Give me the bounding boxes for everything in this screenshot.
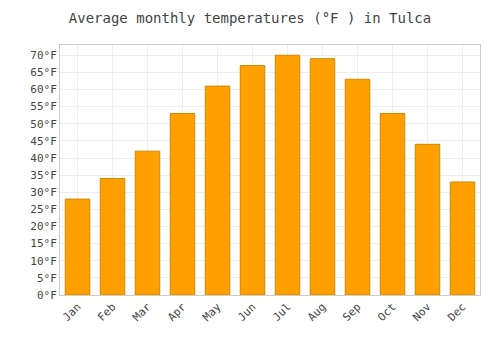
svg-text:Average monthly temperatures (: Average monthly temperatures (°F ) in Tu… <box>69 10 431 26</box>
svg-text:0°F: 0°F <box>37 289 57 302</box>
svg-text:60°F: 60°F <box>30 83 57 96</box>
svg-text:45°F: 45°F <box>30 135 57 148</box>
svg-text:Aug: Aug <box>305 301 328 324</box>
svg-text:50°F: 50°F <box>30 118 57 131</box>
svg-text:Feb: Feb <box>95 301 118 324</box>
svg-text:Mar: Mar <box>130 300 154 324</box>
svg-text:40°F: 40°F <box>30 152 57 165</box>
svg-text:30°F: 30°F <box>30 186 57 199</box>
svg-text:Nov: Nov <box>410 300 434 324</box>
svg-text:65°F: 65°F <box>30 66 57 79</box>
svg-text:May: May <box>200 300 224 324</box>
svg-text:25°F: 25°F <box>30 203 57 216</box>
svg-text:Dec: Dec <box>445 301 468 324</box>
svg-text:20°F: 20°F <box>30 220 57 233</box>
svg-text:Jul: Jul <box>270 301 293 324</box>
svg-text:10°F: 10°F <box>30 255 57 268</box>
svg-text:70°F: 70°F <box>30 49 57 62</box>
svg-text:Sep: Sep <box>340 301 363 324</box>
svg-text:Jan: Jan <box>60 301 83 324</box>
svg-text:35°F: 35°F <box>30 169 57 182</box>
svg-text:5°F: 5°F <box>37 272 57 285</box>
svg-text:Oct: Oct <box>375 301 398 324</box>
svg-text:55°F: 55°F <box>30 100 57 113</box>
svg-text:Apr: Apr <box>165 300 189 324</box>
svg-text:15°F: 15°F <box>30 237 57 250</box>
svg-text:Jun: Jun <box>235 301 258 324</box>
